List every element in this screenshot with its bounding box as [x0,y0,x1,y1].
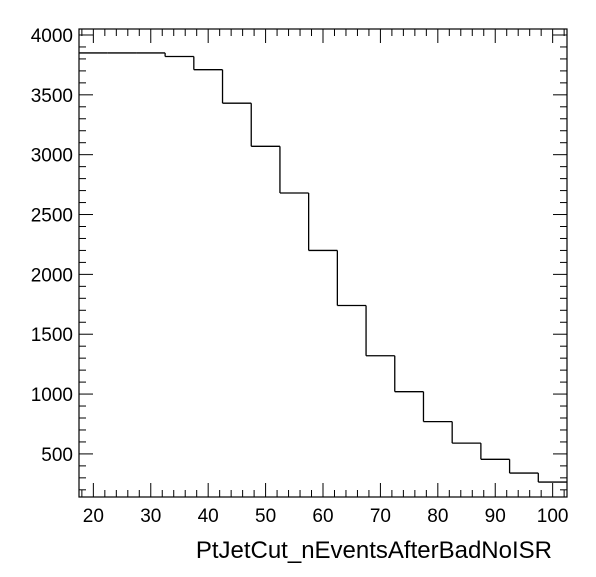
y-tick-label: 1000 [31,385,73,406]
x-tick-label: 80 [427,506,448,527]
y-tick-label: 2500 [31,206,73,227]
y-tick-label: 3500 [31,86,73,107]
x-tick-label: 40 [198,506,219,527]
x-tick-label: 30 [140,506,161,527]
y-tick-label: 3000 [31,146,73,167]
x-tick-label: 90 [485,506,506,527]
x-tick-label: 100 [537,506,569,527]
x-axis-title: PtJetCut_nEventsAfterBadNoISR [196,537,552,564]
x-tick-label: 70 [370,506,391,527]
y-tick-label: 500 [41,445,73,466]
x-tick-label: 50 [255,506,276,527]
y-tick-label: 4000 [31,26,73,47]
x-tick-label: 60 [312,506,333,527]
plot-area: 20 30 40 50 60 70 80 90 100 500 1000 1500 2000 2500 30… [31,26,569,527]
x-tick-label: 20 [83,506,104,527]
y-tick-label: 2000 [31,265,73,286]
y-tick-label: 1500 [31,325,73,346]
